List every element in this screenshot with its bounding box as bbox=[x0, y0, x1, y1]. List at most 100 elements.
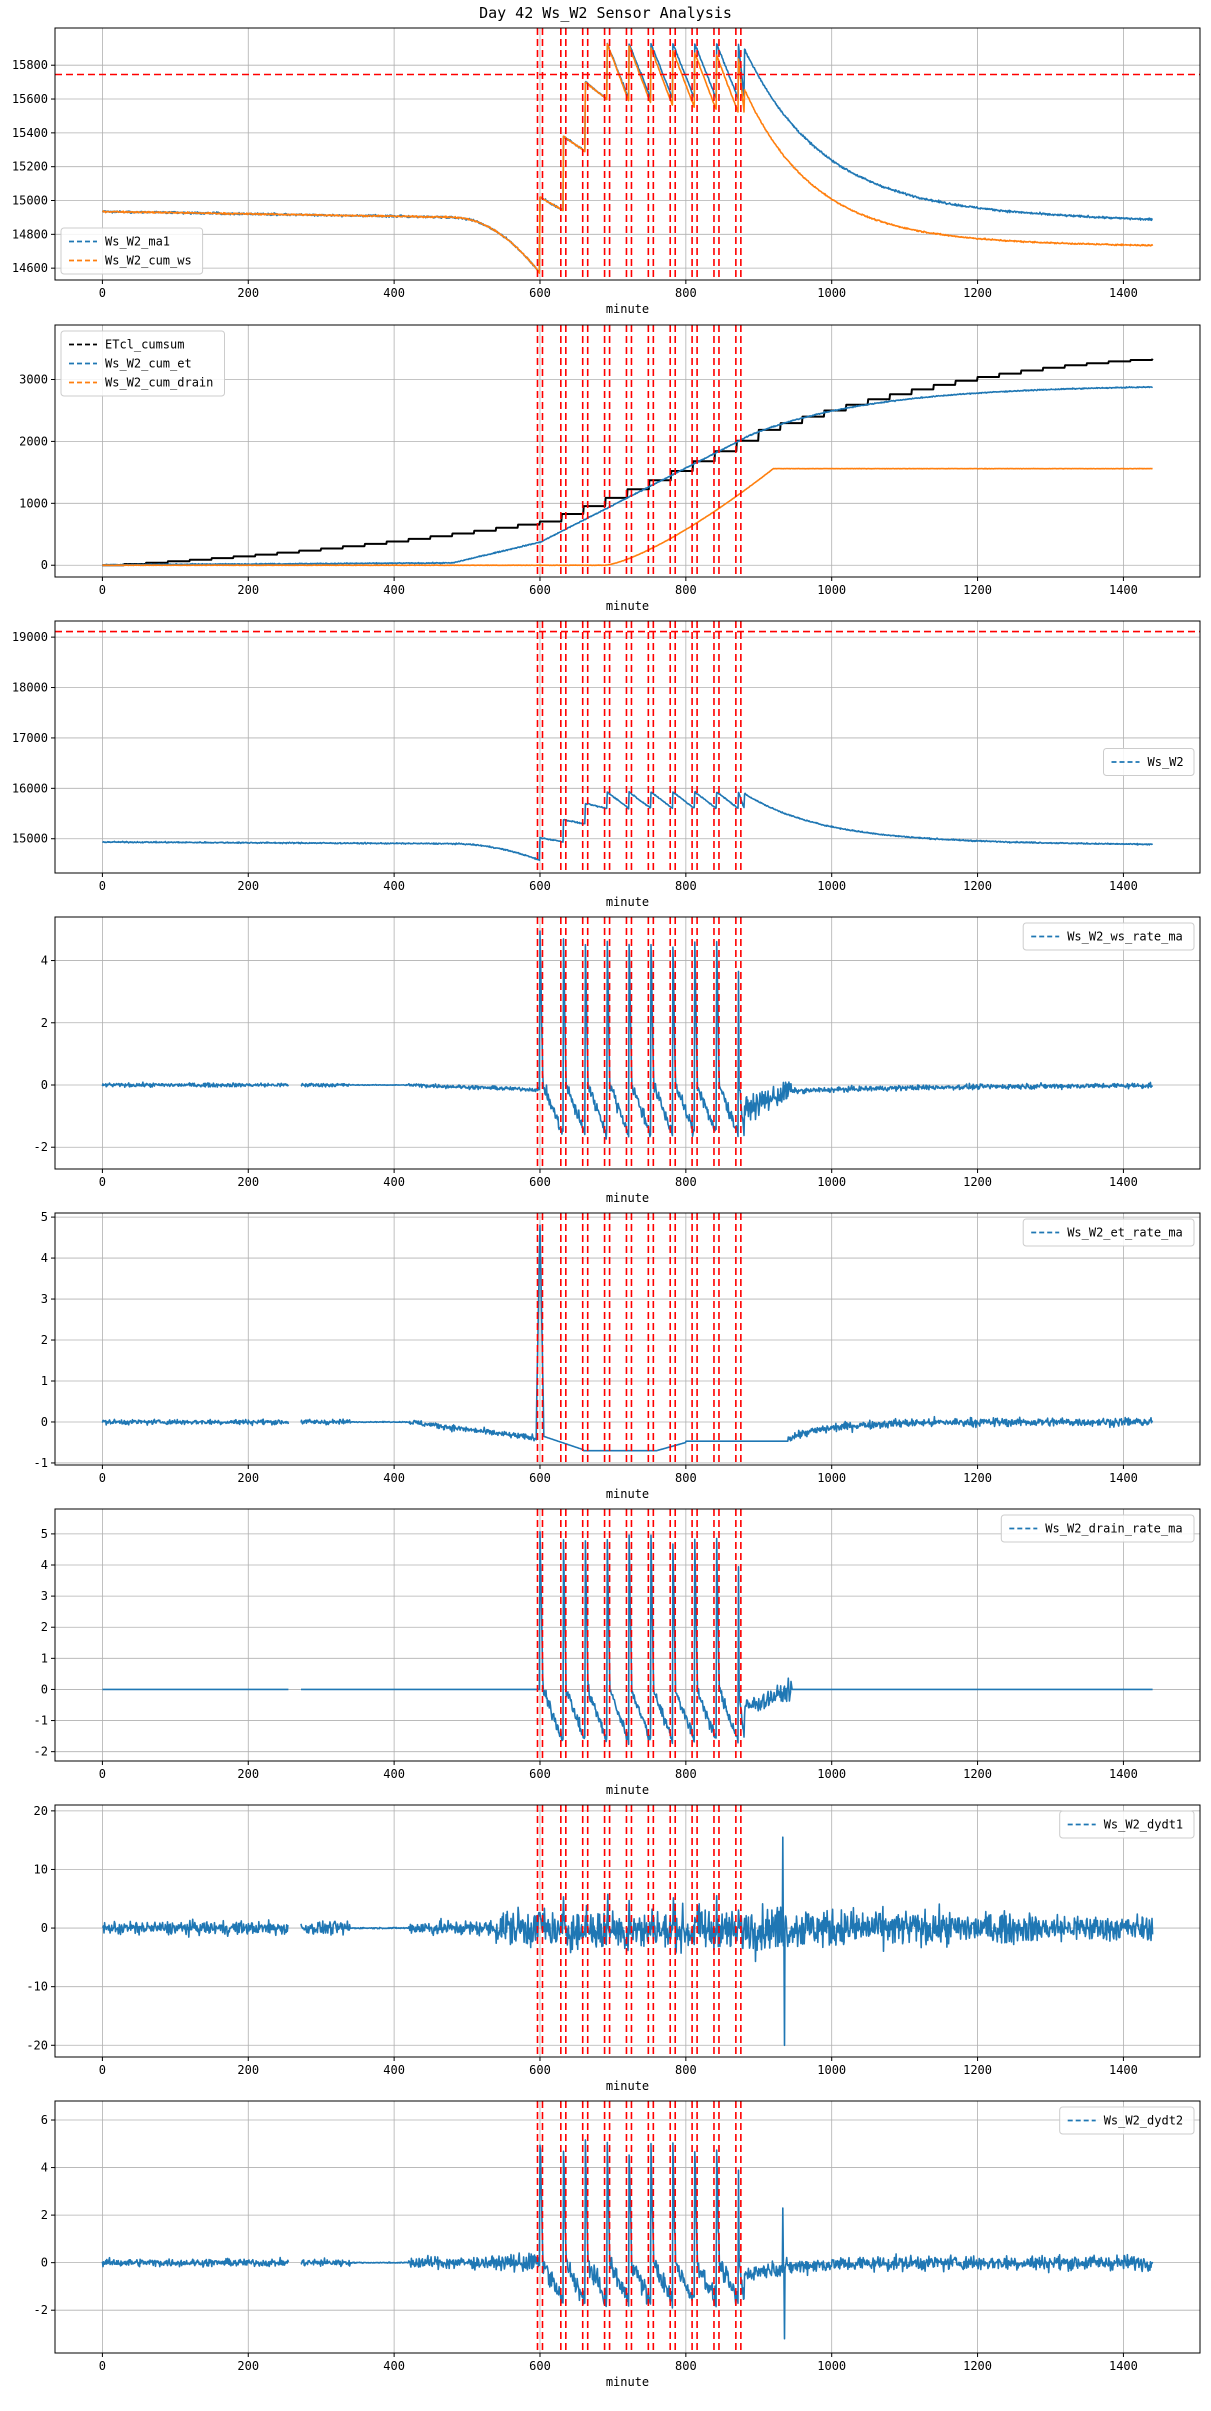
legend: Ws_W2_dydt1 bbox=[1059, 1810, 1195, 1839]
legend-label: ETcl_cumsum bbox=[105, 338, 184, 352]
series-line bbox=[101, 2139, 1154, 2340]
x-tick-label: 1000 bbox=[817, 1175, 846, 1189]
x-tick-label: 400 bbox=[383, 583, 405, 597]
x-tick-label: 200 bbox=[237, 286, 259, 300]
x-tick-label: 0 bbox=[99, 1471, 106, 1485]
x-axis-label: minute bbox=[606, 1487, 649, 1501]
series-line bbox=[102, 385, 1153, 566]
x-tick-label: 1200 bbox=[963, 2063, 992, 2077]
y-tick-label: -1 bbox=[34, 1456, 48, 1470]
y-tick-label: 0 bbox=[41, 1078, 48, 1092]
series-line bbox=[102, 358, 1154, 567]
plot-area bbox=[102, 1805, 1154, 2057]
x-tick-label: 800 bbox=[675, 879, 697, 893]
y-tick-label: 3 bbox=[41, 1292, 48, 1306]
x-tick-label: 400 bbox=[383, 2359, 405, 2373]
y-tick-label: 10 bbox=[34, 1862, 48, 1876]
y-tick-label: 20 bbox=[34, 1804, 48, 1818]
plot-area bbox=[101, 2101, 1154, 2353]
legend-label: Ws_W2_cum_drain bbox=[105, 376, 213, 390]
axes-frame bbox=[54, 27, 1201, 281]
y-tick-label: 5 bbox=[41, 1527, 48, 1541]
x-tick-label: 0 bbox=[99, 583, 106, 597]
y-tick-label: 4 bbox=[41, 1558, 48, 1572]
panel-etrate: 0 200 400 600 800 1000 1200 1400 -1 0 1 2 3 4 5 minute W… bbox=[34, 1210, 1201, 1501]
x-tick-label: 400 bbox=[383, 1767, 405, 1781]
legend: Ws_W2_dydt2 bbox=[1059, 2106, 1195, 2135]
series-line bbox=[101, 1224, 1154, 1452]
series-line bbox=[102, 790, 1154, 862]
x-tick-label: 1000 bbox=[817, 1767, 846, 1781]
x-tick-label: 1200 bbox=[963, 1471, 992, 1485]
panel-ma1: 0 200 400 600 800 1000 1200 1400 14600 14800 15000… bbox=[12, 27, 1201, 316]
x-tick-label: 800 bbox=[675, 286, 697, 300]
y-tick-label: -10 bbox=[26, 1980, 48, 1994]
y-tick-label: 2 bbox=[41, 1333, 48, 1347]
legend-label: Ws_W2_cum_ws bbox=[105, 254, 192, 268]
x-axis-label: minute bbox=[606, 302, 649, 316]
legend-label: Ws_W2_drain_rate_ma bbox=[1045, 1522, 1182, 1536]
y-tick-label: 0 bbox=[41, 1921, 48, 1935]
y-tick-label: 16000 bbox=[12, 781, 48, 795]
axes-frame bbox=[54, 916, 1201, 1170]
legend-label: Ws_W2_ma1 bbox=[105, 235, 170, 249]
y-tick-label: 2 bbox=[41, 1016, 48, 1030]
x-axis-label: minute bbox=[606, 2375, 649, 2389]
y-tick-label: 15000 bbox=[12, 832, 48, 846]
x-tick-label: 200 bbox=[237, 879, 259, 893]
x-axis-label: minute bbox=[606, 599, 649, 613]
y-tick-label: 19000 bbox=[12, 630, 48, 644]
y-tick-label: -2 bbox=[34, 1745, 48, 1759]
legend: Ws_W2_ma1 Ws_W2_cum_ws bbox=[60, 227, 204, 275]
axes-frame bbox=[54, 1804, 1201, 2058]
x-tick-label: 400 bbox=[383, 2063, 405, 2077]
x-tick-label: 200 bbox=[237, 583, 259, 597]
panel-cum: 0 200 400 600 800 1000 1200 1400 0 1000 2000 3000 mi… bbox=[19, 324, 1201, 613]
legend: ETcl_cumsum Ws_W2_cum_et Ws_W2_cum_drain bbox=[60, 330, 225, 397]
x-axis-label: minute bbox=[606, 1191, 649, 1205]
y-tick-label: 2 bbox=[41, 1620, 48, 1634]
series-line bbox=[102, 1836, 1154, 2047]
y-tick-label: 14600 bbox=[12, 261, 48, 275]
y-tick-label: 15000 bbox=[12, 194, 48, 208]
axes-frame bbox=[54, 1508, 1201, 1762]
x-tick-label: 1400 bbox=[1109, 286, 1138, 300]
x-tick-label: 1200 bbox=[963, 2359, 992, 2373]
x-tick-label: 0 bbox=[99, 2359, 106, 2373]
x-tick-label: 600 bbox=[529, 583, 551, 597]
y-tick-label: 5 bbox=[41, 1210, 48, 1224]
y-tick-label: 15400 bbox=[12, 126, 48, 140]
plot-area bbox=[55, 28, 1200, 280]
x-tick-label: 0 bbox=[99, 1175, 106, 1189]
x-tick-label: 800 bbox=[675, 2063, 697, 2077]
x-tick-label: 600 bbox=[529, 1471, 551, 1485]
x-tick-label: 0 bbox=[99, 286, 106, 300]
y-tick-label: 15200 bbox=[12, 160, 48, 174]
panel-dydt2: 0 200 400 600 800 1000 1200 1400 -2 0 2 4 6 minute Ws_… bbox=[34, 2100, 1201, 2389]
legend: Ws_W2_ws_rate_ma bbox=[1022, 922, 1195, 951]
series-line bbox=[102, 467, 1153, 567]
y-tick-label: 17000 bbox=[12, 731, 48, 745]
y-tick-label: -2 bbox=[34, 1140, 48, 1154]
panel-drainrate: 0 200 400 600 800 1000 1200 1400 -2 -1 0 1 2 3 4 5 minut… bbox=[34, 1508, 1201, 1797]
x-tick-label: 200 bbox=[237, 1471, 259, 1485]
x-tick-label: 800 bbox=[675, 1175, 697, 1189]
legend-label: Ws_W2_dydt1 bbox=[1104, 1818, 1183, 1832]
x-tick-label: 1200 bbox=[963, 1767, 992, 1781]
plot-area bbox=[101, 917, 1154, 1169]
y-tick-label: 3000 bbox=[19, 372, 48, 386]
x-tick-label: 1400 bbox=[1109, 2063, 1138, 2077]
x-tick-label: 1000 bbox=[817, 286, 846, 300]
axes-frame bbox=[54, 1212, 1201, 1466]
y-tick-label: 2 bbox=[41, 2208, 48, 2222]
y-tick-label: 1 bbox=[41, 1651, 48, 1665]
x-tick-label: 200 bbox=[237, 1175, 259, 1189]
panel-dydt1: 0 200 400 600 800 1000 1200 1400 -20 -10 0 10 20 minu… bbox=[26, 1804, 1201, 2093]
x-tick-label: 400 bbox=[383, 286, 405, 300]
x-tick-label: 800 bbox=[675, 1471, 697, 1485]
y-tick-label: 15600 bbox=[12, 92, 48, 106]
y-tick-label: 0 bbox=[41, 558, 48, 572]
plot-area bbox=[55, 621, 1200, 873]
x-tick-label: 1000 bbox=[817, 2359, 846, 2373]
